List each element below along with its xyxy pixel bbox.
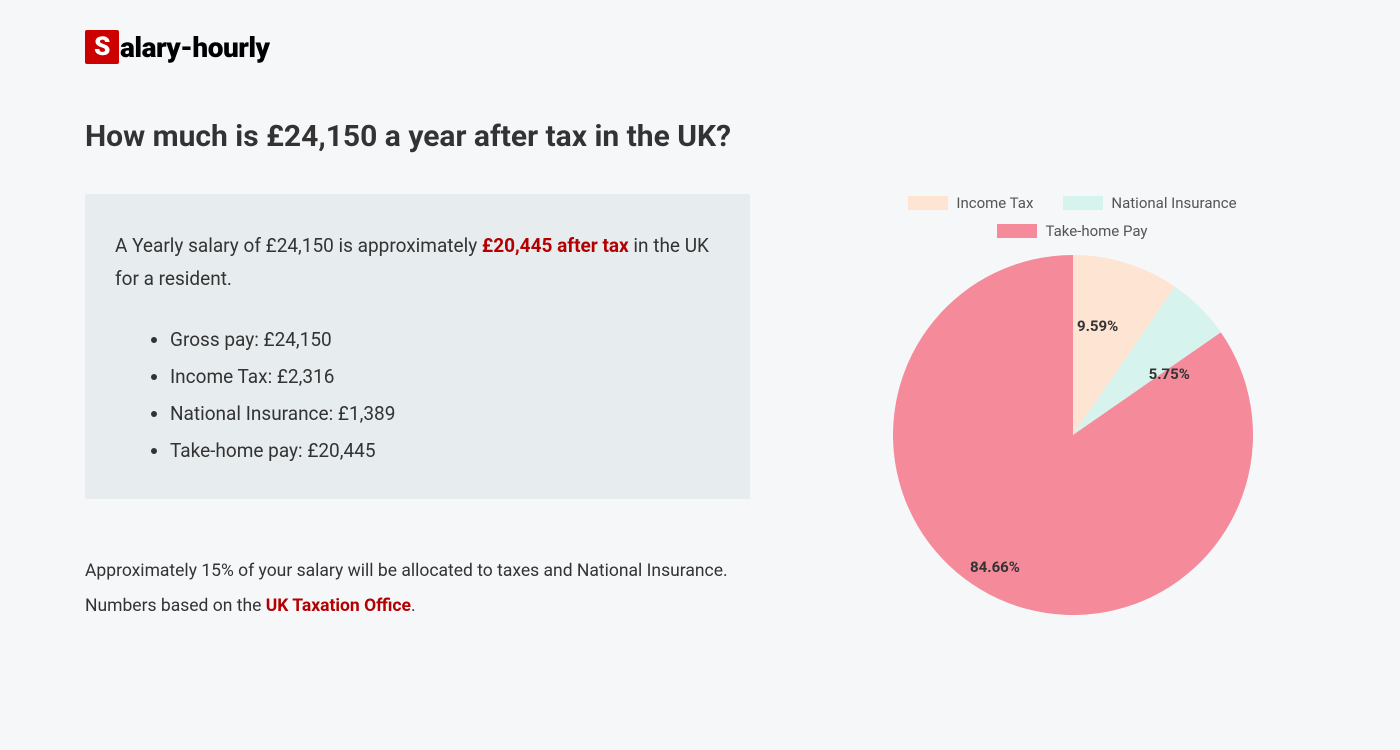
list-item: Gross pay: £24,150: [170, 321, 720, 358]
summary-box: A Yearly salary of £24,150 is approximat…: [85, 194, 750, 499]
summary-sentence: A Yearly salary of £24,150 is approximat…: [115, 229, 720, 296]
content-row: A Yearly salary of £24,150 is approximat…: [85, 194, 1315, 624]
legend-label: National Insurance: [1111, 194, 1236, 212]
list-item: Take-home pay: £20,445: [170, 432, 720, 469]
footer-note: Approximately 15% of your salary will be…: [85, 554, 750, 624]
pie-svg: [893, 255, 1253, 615]
legend-label: Income Tax: [956, 194, 1033, 212]
page: Salary-hourly How much is £24,150 a year…: [0, 0, 1400, 624]
site-logo: Salary-hourly: [85, 30, 1315, 64]
pie-slice-label: 5.75%: [1149, 365, 1190, 383]
legend-swatch: [997, 224, 1037, 238]
pie-chart: 9.59% 5.75% 84.66%: [893, 255, 1253, 615]
tax-office-link[interactable]: UK Taxation Office: [266, 596, 411, 616]
left-column: A Yearly salary of £24,150 is approximat…: [85, 194, 750, 624]
pie-slice-label: 84.66%: [970, 558, 1020, 576]
footer-line2-post: .: [411, 596, 416, 616]
legend-item: Take-home Pay: [830, 222, 1315, 240]
pie-slice-label: 9.59%: [1077, 317, 1118, 335]
chart-legend: Income Tax National Insurance Take-home …: [830, 194, 1315, 240]
breakdown-list: Gross pay: £24,150 Income Tax: £2,316 Na…: [115, 321, 720, 469]
legend-swatch: [1063, 196, 1103, 210]
page-title: How much is £24,150 a year after tax in …: [85, 119, 1315, 154]
footer-line1: Approximately 15% of your salary will be…: [85, 561, 728, 581]
logo-text: alary-hourly: [120, 31, 270, 64]
summary-highlight: £20,445 after tax: [482, 234, 629, 257]
list-item: Income Tax: £2,316: [170, 358, 720, 395]
legend-label: Take-home Pay: [1045, 222, 1147, 240]
legend-item: National Insurance: [1063, 194, 1236, 212]
footer-line2-pre: Numbers based on the: [85, 596, 266, 616]
summary-pre: A Yearly salary of £24,150 is approximat…: [115, 234, 482, 257]
legend-item: Income Tax: [908, 194, 1033, 212]
list-item: National Insurance: £1,389: [170, 395, 720, 432]
logo-badge: S: [85, 30, 119, 64]
legend-swatch: [908, 196, 948, 210]
right-column: Income Tax National Insurance Take-home …: [830, 194, 1315, 624]
